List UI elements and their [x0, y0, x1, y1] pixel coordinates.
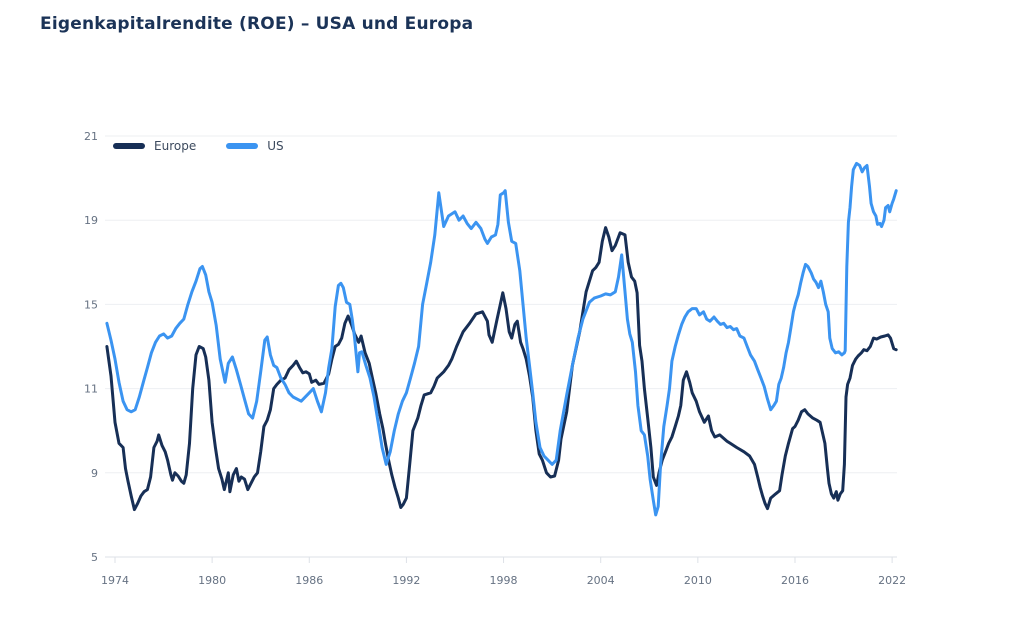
chart-legend: Europe US: [113, 139, 284, 153]
x-tick-label: 1986: [295, 574, 323, 587]
y-tick-label: 15: [84, 298, 98, 311]
x-tick-label: 1998: [490, 574, 518, 587]
series-line-us: [105, 161, 898, 517]
y-tick-label: 9: [91, 467, 98, 480]
y-tick-label: 5: [91, 551, 98, 564]
y-tick-label: 19: [84, 214, 98, 227]
x-tick-label: 1992: [392, 574, 420, 587]
x-tick-label: 2022: [878, 574, 906, 587]
x-tick-label: 2016: [781, 574, 809, 587]
legend-swatch-europe: [113, 143, 145, 149]
legend-label-us: US: [267, 139, 284, 153]
x-tick-label: 2004: [587, 574, 615, 587]
legend-swatch-us: [226, 143, 259, 149]
y-tick-label: 11: [84, 383, 98, 396]
series-line-europe: [105, 226, 898, 512]
legend-item-us: US: [226, 139, 284, 153]
y-tick-label: 21: [84, 130, 98, 143]
chart-title: Eigenkapitalrendite (ROE) – USA und Euro…: [40, 14, 474, 34]
x-tick-label: 1980: [198, 574, 226, 587]
x-tick-label: 1974: [101, 574, 129, 587]
legend-item-europe: Europe: [113, 139, 196, 153]
legend-label-europe: Europe: [154, 139, 197, 153]
x-tick-label: 2010: [684, 574, 712, 587]
